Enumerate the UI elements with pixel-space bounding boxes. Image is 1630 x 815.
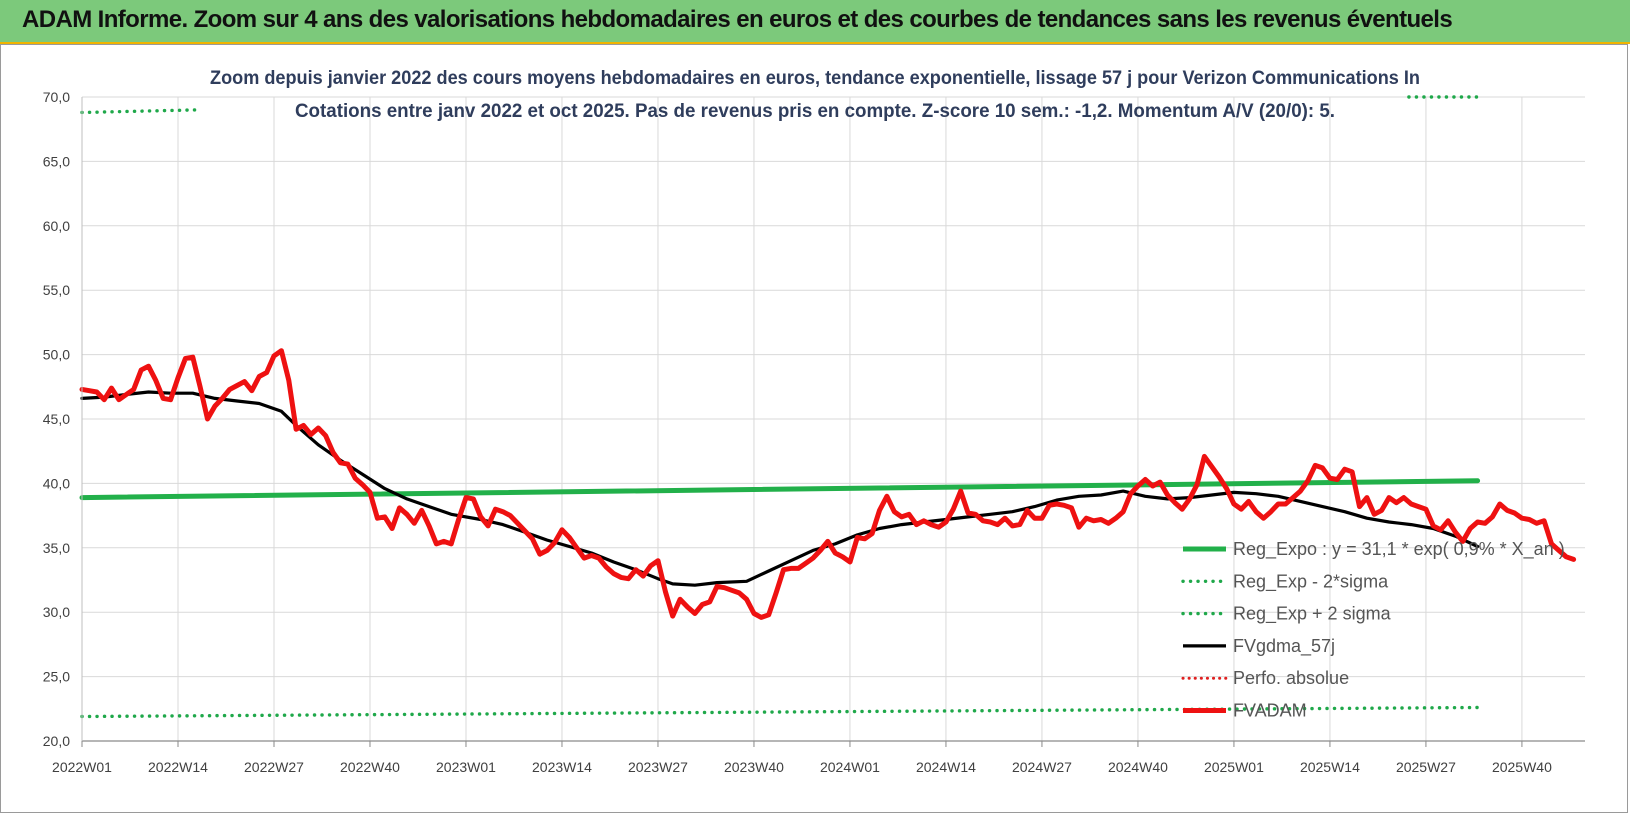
chart-frame — [0, 44, 1628, 813]
y-tick-label: 50,0 — [43, 347, 70, 363]
x-tick-label: 2024W40 — [1108, 759, 1168, 775]
series-reg-expo-y-31-1-exp-0-9-x-an — [79, 478, 1481, 501]
x-tick-label: 2022W14 — [148, 759, 208, 775]
y-tick-label: 70,0 — [43, 89, 70, 105]
series-layer — [79, 95, 1577, 719]
x-tick-label: 2023W14 — [532, 759, 592, 775]
series-fvgdma-57j — [80, 390, 1480, 587]
series-reg-exp-2-sigma — [80, 108, 199, 115]
x-tick-label: 2023W40 — [724, 759, 784, 775]
x-tick-label: 2025W14 — [1300, 759, 1360, 775]
y-tick-label: 35,0 — [43, 540, 70, 556]
y-tick-label: 40,0 — [43, 475, 70, 491]
x-tick-label: 2022W01 — [52, 759, 112, 775]
x-tick-label: 2022W27 — [244, 759, 304, 775]
y-tick-label: 60,0 — [43, 218, 70, 234]
x-tick-label: 2024W27 — [1012, 759, 1072, 775]
legend: Reg_Expo : y = 31,1 * exp( 0,9% * X_an )… — [1181, 539, 1565, 721]
legend-label-reg-exp-2-sigma: Reg_Exp - 2*sigma — [1233, 571, 1389, 592]
legend-label-reg-expo-y-31-1-exp-0-9-x-an: Reg_Expo : y = 31,1 * exp( 0,9% * X_an ) — [1233, 539, 1565, 560]
y-tick-label: 55,0 — [43, 282, 70, 298]
grid-lines — [82, 96, 1585, 741]
legend-label-perfo-absolue: Perfo. absolue — [1233, 668, 1349, 688]
series-fvadam — [79, 348, 1577, 620]
x-tick-label: 2023W27 — [628, 759, 688, 775]
chart-title-line-2: Cotations entre janv 2022 et oct 2025. P… — [295, 101, 1335, 122]
page-title: ADAM Informe. Zoom sur 4 ans des valoris… — [22, 6, 1453, 33]
x-tick-label: 2025W01 — [1204, 759, 1264, 775]
chart-title-line-1: Zoom depuis janvier 2022 des cours moyen… — [210, 68, 1420, 89]
legend-label-reg-exp-2-sigma: Reg_Exp + 2 sigma — [1233, 604, 1392, 625]
legend-label-fvgdma-57j: FVgdma_57j — [1233, 636, 1335, 657]
y-tick-label: 30,0 — [43, 604, 70, 620]
x-tick-label: 2025W27 — [1396, 759, 1456, 775]
x-tick-label: 2025W40 — [1492, 759, 1552, 775]
y-tick-label: 45,0 — [43, 411, 70, 427]
axes: 70,0 65,0 60,0 55,0 50,0 45,0 40,0 35,0 30,0 25,0… — [43, 89, 1585, 775]
x-tick-label: 2022W40 — [340, 759, 400, 775]
y-tick-label: 20,0 — [43, 733, 70, 749]
x-tick-label: 2024W01 — [820, 759, 880, 775]
y-tick-label: 65,0 — [43, 153, 70, 169]
header-bar: ADAM Informe. Zoom sur 4 ans des valoris… — [0, 0, 1630, 44]
x-tick-label: 2023W01 — [436, 759, 496, 775]
x-tick-label: 2024W14 — [916, 759, 976, 775]
series-reg-exp-2-sigma — [80, 705, 1480, 719]
y-tick-label: 25,0 — [43, 669, 70, 685]
legend-label-fvadam: FVADAM — [1233, 701, 1307, 721]
